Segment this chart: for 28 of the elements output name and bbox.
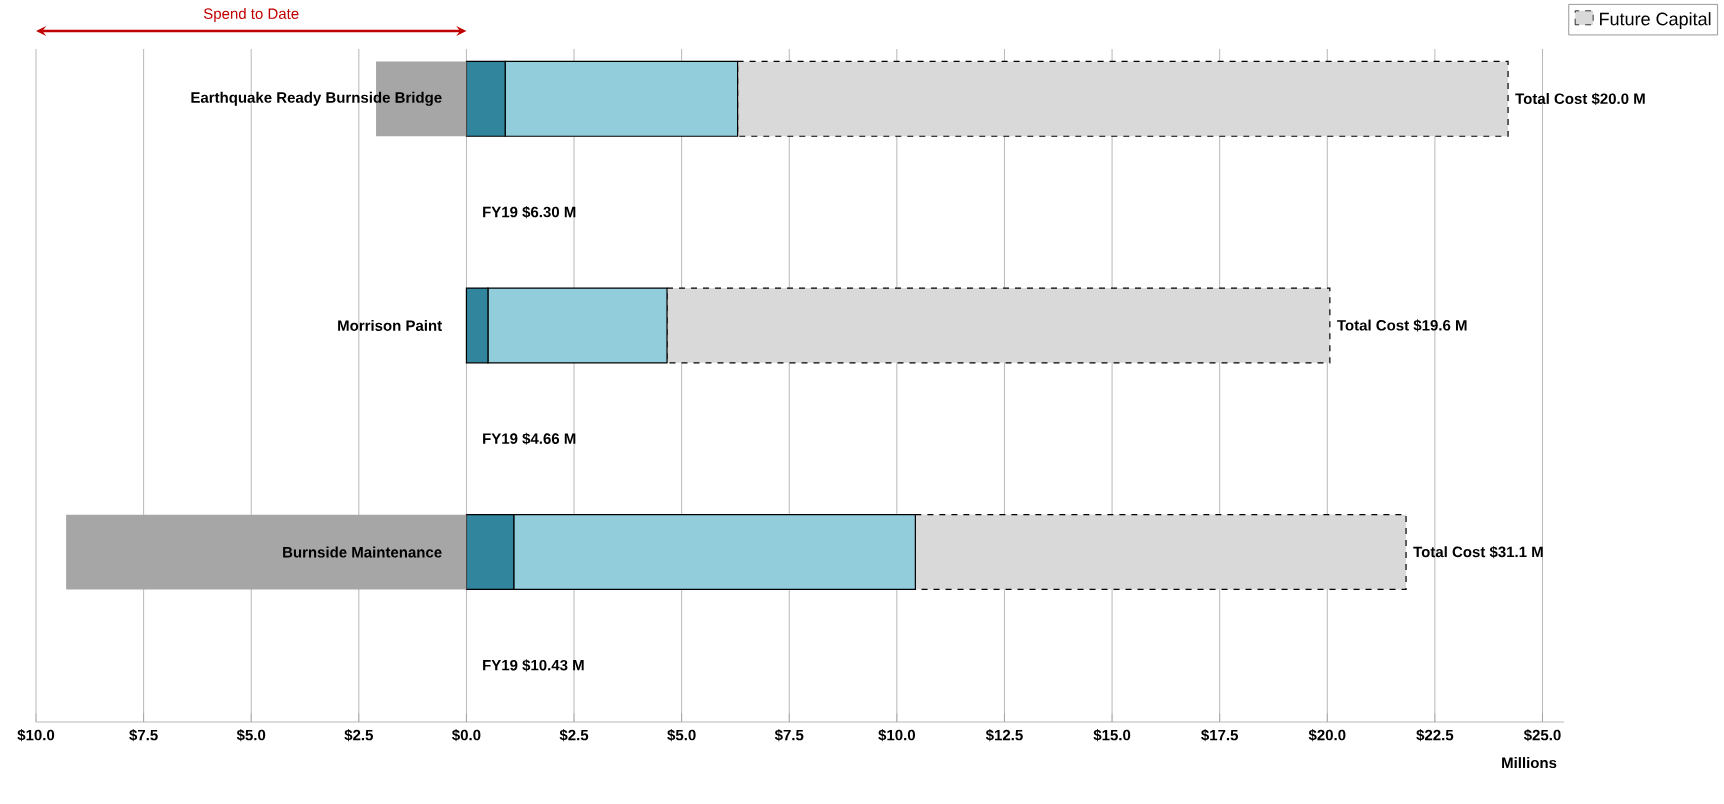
x-axis-title: Millions — [1502, 757, 1557, 769]
annotation: FY19 $10.43 M — [483, 659, 584, 672]
y-tick-label: Morrison Paint — [338, 319, 442, 331]
x-tick-label: $7.5 — [129, 729, 158, 742]
annotation: FY19 $6.30 M — [483, 206, 576, 219]
y-tick-label: Burnside Maintenance — [283, 546, 442, 558]
x-tick-label: $17.5 — [1201, 729, 1239, 742]
x-tick-label: $7.5 — [774, 729, 804, 742]
x-tick-label: $5.0 — [236, 729, 266, 742]
x-tick-label: $0.0 — [452, 729, 481, 742]
bar — [66, 514, 467, 590]
x-tick-label: $12.5 — [985, 729, 1023, 742]
x-tick-label: $22.5 — [1416, 729, 1454, 742]
x-tick-label: $2.5 — [344, 729, 374, 742]
x-tick-label: $10.0 — [17, 729, 55, 742]
text: Spend to Date — [203, 7, 299, 22]
total-label: Total Cost $31.1 M — [1413, 545, 1543, 559]
annotation: FY19 $4.66 M — [483, 432, 576, 445]
total-label: Total Cost $19.6 M — [1337, 319, 1467, 332]
x-tick-label: $10.0 — [878, 729, 915, 742]
y-tick-label: Earthquake Ready Burnside Bridge — [191, 91, 442, 106]
x-tick-label: $2.5 — [559, 729, 589, 742]
total-label: Total Cost $20.0 M — [1515, 92, 1645, 105]
x-tick-label: $5.0 — [667, 729, 696, 742]
x-tick-label: $25.0 — [1523, 729, 1561, 742]
legend-label: Future Capital — [1600, 12, 1711, 29]
x-tick-label: $15.0 — [1093, 729, 1131, 742]
x-tick-label: $20.0 — [1308, 729, 1346, 742]
